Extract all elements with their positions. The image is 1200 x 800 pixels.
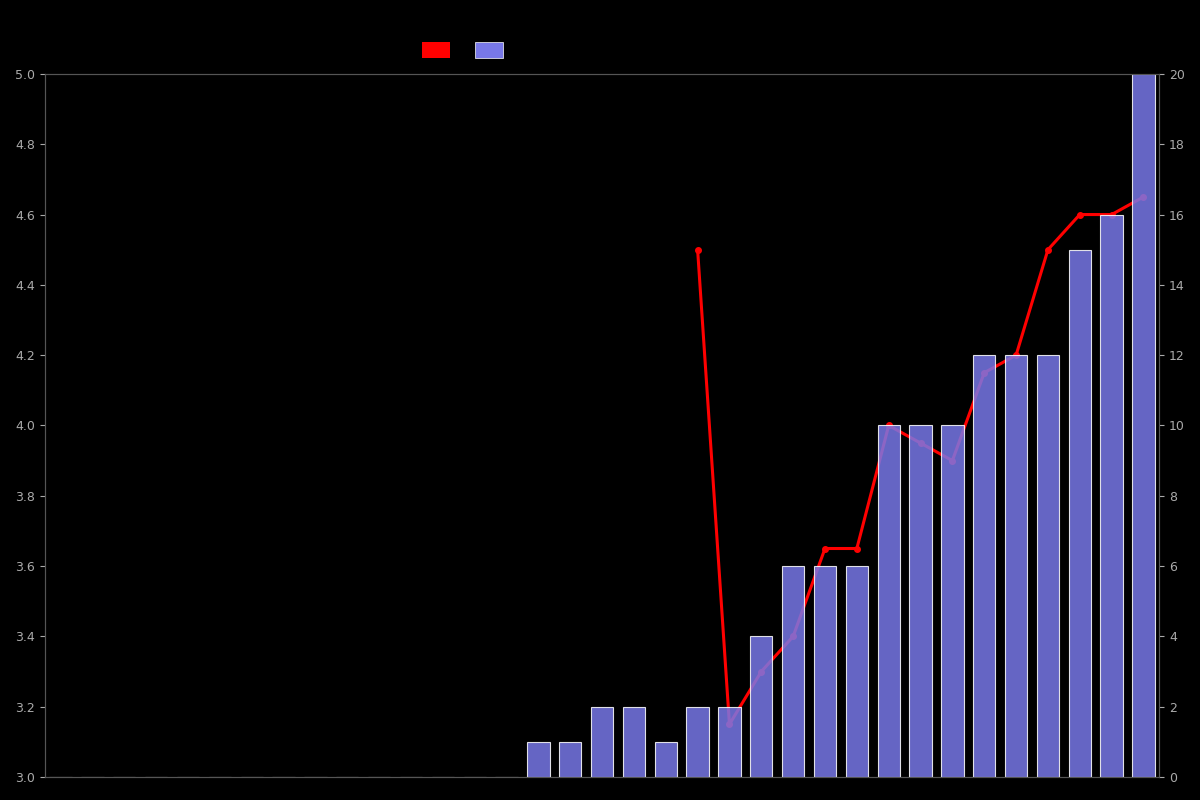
Bar xyxy=(910,426,931,777)
Bar xyxy=(1069,250,1091,777)
Bar xyxy=(559,742,581,777)
Bar xyxy=(1100,214,1123,777)
Bar xyxy=(973,355,995,777)
Bar xyxy=(590,706,613,777)
Bar xyxy=(1004,355,1027,777)
Bar xyxy=(750,636,773,777)
Legend: , : , xyxy=(422,42,514,58)
Bar xyxy=(1133,74,1154,777)
Bar xyxy=(655,742,677,777)
Bar xyxy=(814,566,836,777)
Bar xyxy=(686,706,709,777)
Bar xyxy=(527,742,550,777)
Bar xyxy=(941,426,964,777)
Bar xyxy=(877,426,900,777)
Bar xyxy=(846,566,868,777)
Bar xyxy=(623,706,646,777)
Bar xyxy=(719,706,740,777)
Bar xyxy=(782,566,804,777)
Bar xyxy=(1037,355,1060,777)
